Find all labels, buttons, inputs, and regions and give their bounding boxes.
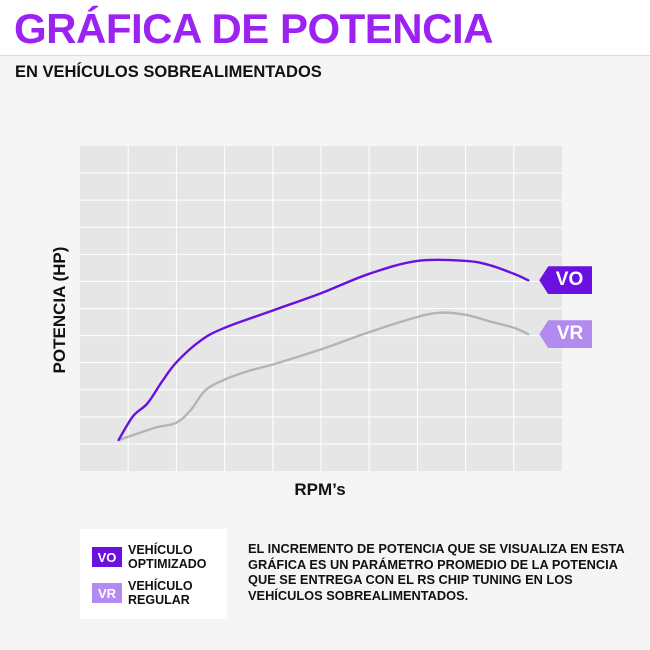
info-note: EL INCREMENTO DE POTENCIA QUE SE VISUALI… xyxy=(248,541,625,603)
legend-label-vr: VEHÍCULO REGULAR xyxy=(128,579,193,607)
legend: VO VEHÍCULO OPTIMIZADO VR VEHÍCULO REGUL… xyxy=(80,529,227,619)
series-line-vr xyxy=(117,311,530,442)
page-title: GRÁFICA DE POTENCIA xyxy=(14,5,493,52)
legend-item-vo: VO VEHÍCULO OPTIMIZADO xyxy=(92,543,228,571)
y-axis-label: POTENCIA (HP) xyxy=(50,246,69,374)
series-tag-vo: VO xyxy=(539,266,593,295)
legend-label-vo: VEHÍCULO OPTIMIZADO xyxy=(128,543,207,571)
legend-item-vr: VR VEHÍCULO REGULAR xyxy=(92,579,228,607)
series-lines xyxy=(117,258,530,442)
x-axis-label: RPM’s xyxy=(294,480,346,499)
series-line-vo xyxy=(117,258,530,442)
grid-lines xyxy=(80,146,562,471)
series-tag-vr: VR xyxy=(539,320,593,349)
legend-badge-vr: VR xyxy=(92,583,122,603)
legend-badge-vo: VO xyxy=(92,547,122,567)
page-subtitle: EN VEHÍCULOS SOBREALIMENTADOS xyxy=(15,63,322,81)
title-bar: GRÁFICA DE POTENCIA xyxy=(0,0,650,56)
